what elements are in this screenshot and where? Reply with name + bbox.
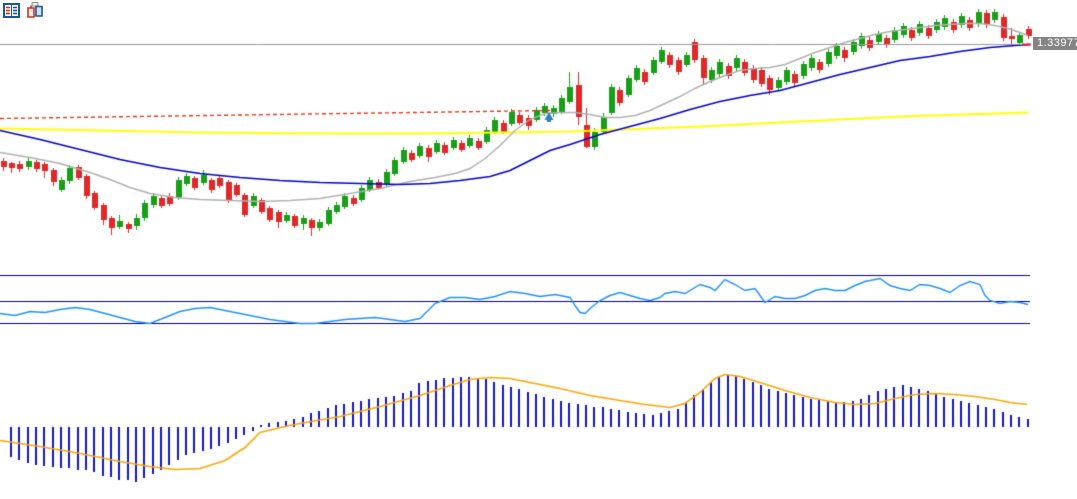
macd-panel (0, 341, 1077, 499)
main-chart-panel (0, 0, 1077, 263)
new-order-icon[interactable] (26, 2, 44, 18)
oscillator-chart-canvas[interactable] (0, 263, 1077, 341)
chart-toolbar (2, 2, 44, 18)
bid-price-label: 1.33977 (1033, 37, 1077, 50)
macd-chart-canvas[interactable] (0, 341, 1077, 499)
market-watch-icon[interactable] (2, 2, 20, 18)
candlestick-chart-canvas[interactable] (0, 0, 1077, 263)
oscillator-panel (0, 263, 1077, 341)
